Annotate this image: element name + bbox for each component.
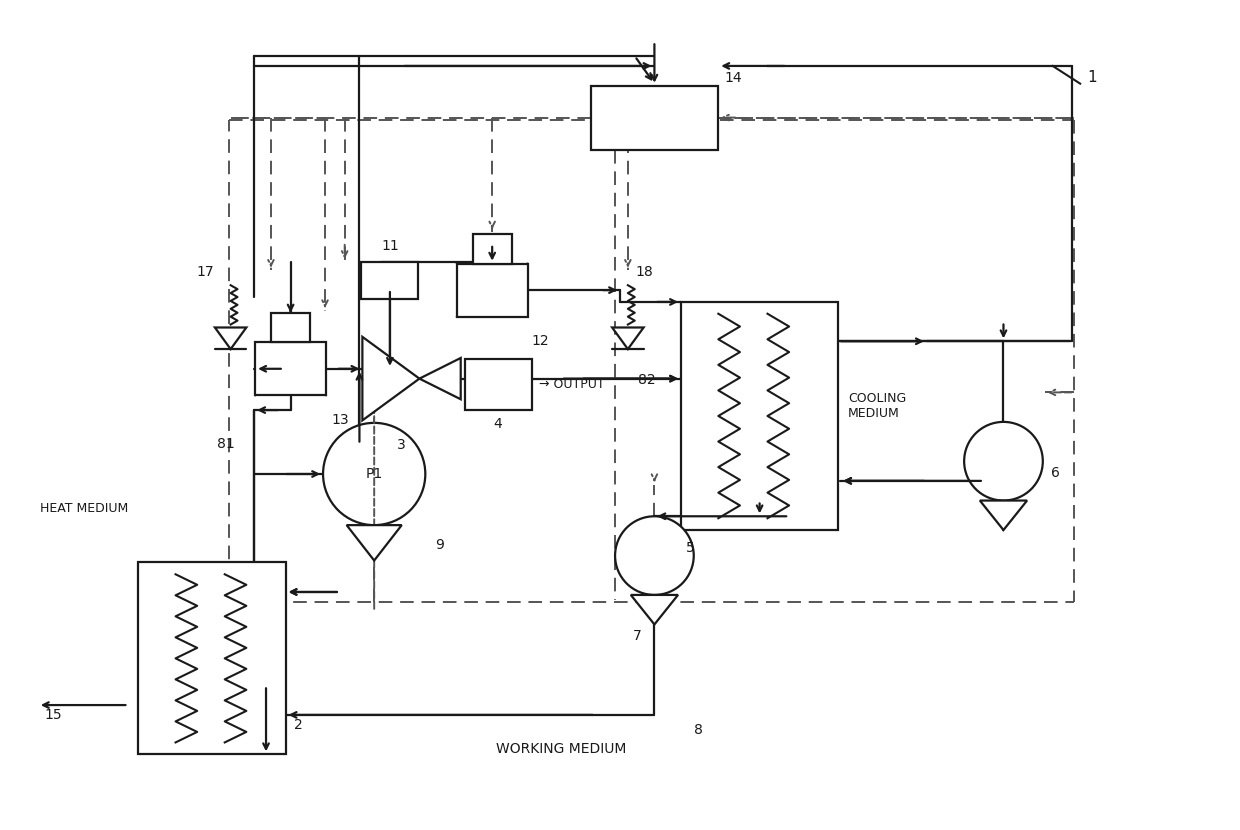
Text: 8: 8 — [693, 723, 703, 737]
Polygon shape — [631, 595, 678, 624]
Text: 2: 2 — [294, 718, 303, 732]
Text: 12: 12 — [532, 334, 549, 349]
Polygon shape — [215, 328, 247, 349]
Text: HEAT MEDIUM: HEAT MEDIUM — [40, 502, 128, 515]
Bar — [681, 302, 838, 530]
Text: 81: 81 — [217, 437, 234, 452]
Bar — [138, 563, 285, 754]
Text: 1: 1 — [1087, 71, 1096, 85]
Text: 5: 5 — [686, 540, 694, 554]
Bar — [465, 359, 532, 410]
Polygon shape — [613, 328, 644, 349]
Circle shape — [615, 516, 693, 595]
Bar — [272, 313, 310, 342]
Polygon shape — [362, 337, 419, 421]
Text: COOLING
MEDIUM: COOLING MEDIUM — [848, 392, 906, 420]
Text: 15: 15 — [45, 708, 62, 722]
Polygon shape — [980, 500, 1027, 530]
Polygon shape — [347, 525, 402, 560]
Text: 17: 17 — [196, 266, 213, 280]
Bar — [590, 85, 718, 149]
Bar — [456, 264, 527, 317]
Text: 4: 4 — [494, 417, 502, 431]
Text: 9: 9 — [435, 538, 444, 552]
Text: 3: 3 — [397, 438, 405, 452]
Text: 13: 13 — [332, 413, 350, 427]
Bar — [255, 342, 326, 395]
Circle shape — [965, 422, 1043, 500]
Text: → OUTPUT: → OUTPUT — [539, 378, 605, 391]
Text: 6: 6 — [1050, 466, 1059, 480]
Bar — [361, 261, 418, 299]
Text: 11: 11 — [381, 239, 399, 253]
Polygon shape — [419, 358, 461, 399]
Circle shape — [324, 422, 425, 525]
Text: 82: 82 — [637, 373, 655, 387]
Text: 14: 14 — [724, 71, 742, 85]
Text: 7: 7 — [632, 629, 641, 643]
Bar — [472, 234, 512, 264]
Text: P1: P1 — [366, 467, 383, 481]
Text: 18: 18 — [636, 266, 653, 280]
Text: WORKING MEDIUM: WORKING MEDIUM — [496, 742, 626, 756]
